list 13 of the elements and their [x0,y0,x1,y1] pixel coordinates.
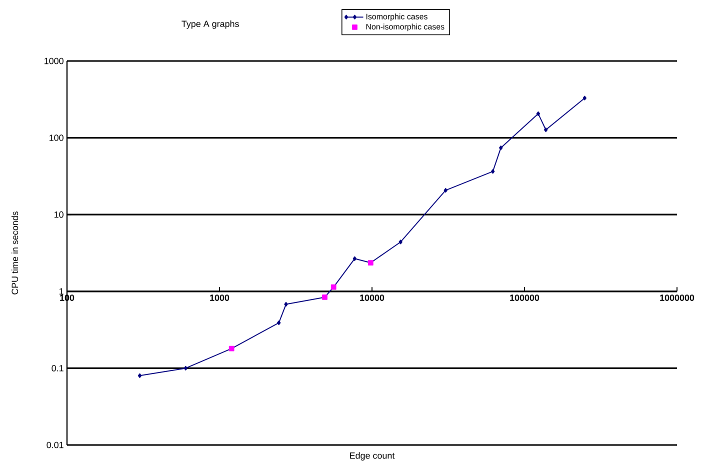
x-axis-title: Edge count [350,452,395,461]
y-tick-label: 0.1 [52,365,64,372]
y-axis-title: CPU time in seconds [11,211,18,294]
y-tick-label: 10 [54,211,64,218]
x-tick-label: 100000 [510,294,540,301]
y-tick-label: 0.01 [46,442,64,448]
y-tick-label: 100 [50,134,64,141]
chart-title: Type A graphs [182,20,239,29]
y-tick-label: 1000 [44,58,64,64]
x-tick-label: 1000000 [660,294,694,301]
y-tick-label: 1 [60,288,64,294]
x-tick-label: 1000 [210,294,230,301]
x-tick-label: 10000 [360,294,384,301]
